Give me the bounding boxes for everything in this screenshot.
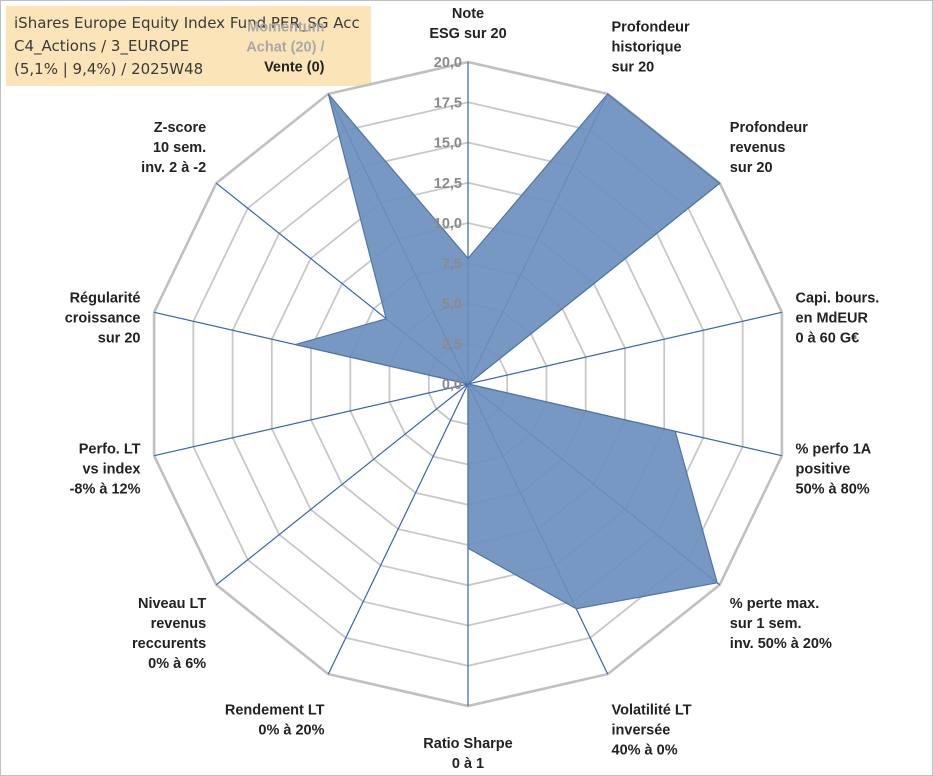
axis-label: 0 à 60 G€: [796, 330, 860, 346]
axis-label: Note: [452, 6, 484, 22]
axis-label: Achat (20) /: [246, 40, 324, 56]
axis-label: inv. 2 à -2: [141, 160, 206, 176]
axis-label: historique: [612, 40, 682, 56]
axis-label: 0% à 20%: [258, 722, 324, 738]
fund-category: C4_Actions / 3_EUROPE: [14, 37, 190, 55]
fund-stats: (5,1% | 9,4%) / 2025W48: [14, 60, 204, 78]
axis-label: Rendement LT: [225, 702, 325, 718]
axis-spoke: [467, 311, 783, 385]
axis-spoke: [215, 383, 469, 586]
axis-label: Momentum: [247, 20, 324, 36]
axis-label: vs index: [82, 462, 140, 478]
chart-title-box: iShares Europe Equity Index Fund PER_SG …: [6, 6, 371, 86]
axis-label: % perfo 1A: [796, 442, 872, 458]
axis-label: Volatilité LT: [612, 702, 692, 718]
axis-label: inv. 50% à 20%: [730, 636, 832, 652]
tick-label: 0,0: [442, 377, 462, 393]
series-area: [295, 93, 721, 610]
axis-label: sur 20: [98, 330, 141, 346]
axis-label: Ratio Sharpe: [423, 736, 512, 752]
axis-label: revenus: [730, 140, 786, 156]
tick-label: 15,0: [434, 136, 462, 152]
axis-label: 0 à 1: [452, 756, 484, 772]
axis-label: revenus: [151, 616, 207, 632]
axis-label: Capi. bours.: [796, 290, 880, 306]
axis-label: sur 20: [612, 60, 655, 76]
axis-label: sur 1 sem.: [730, 616, 802, 632]
axis-label: en MdEUR: [796, 310, 869, 326]
tick-label: 17,5: [434, 95, 462, 111]
axis-label: Niveau LT: [138, 596, 206, 612]
axis-spoke: [327, 383, 469, 675]
axis-label: 50% à 80%: [796, 482, 870, 498]
tick-label: 7,5: [442, 256, 462, 272]
series-layer: [295, 93, 721, 610]
axis-label: Vente (0): [264, 60, 325, 76]
tick-layer: 0,0 2,5 5,0 7,5 10,0 12,5 15,0 17,5 20,0: [434, 55, 462, 393]
axis-label: Perfo. LT: [79, 442, 141, 458]
fund-name: iShares Europe Equity Index Fund PER_SG …: [14, 14, 360, 32]
axis-label: Régularité: [70, 290, 141, 306]
axis-label: % perte max.: [730, 596, 819, 612]
axis-label: -8% à 12%: [70, 482, 141, 498]
axis-label: Profondeur: [730, 120, 808, 136]
axis-label: 0% à 6%: [148, 656, 206, 672]
tick-label: 5,0: [442, 297, 462, 313]
tick-label: 20,0: [434, 55, 462, 71]
axis-spoke: [153, 383, 469, 457]
tick-label: 10,0: [434, 216, 462, 232]
axis-label: croissance: [65, 310, 141, 326]
axis-label: 40% à 0%: [612, 742, 678, 758]
tick-label: 2,5: [442, 337, 462, 353]
axis-label: Z-score: [154, 120, 206, 136]
axis-label: reccurents: [132, 636, 206, 652]
axis-label: ESG sur 20: [429, 26, 506, 42]
axis-label: sur 20: [730, 160, 773, 176]
axis-label: positive: [796, 462, 851, 478]
axis-label: Profondeur: [612, 20, 690, 36]
axis-label: inversée: [612, 722, 671, 738]
axis-label-layer: Note ESG sur 20 Profondeur historique sur 20…: [65, 6, 880, 772]
tick-label: 12,5: [434, 176, 462, 192]
axis-label: 10 sem.: [153, 140, 206, 156]
